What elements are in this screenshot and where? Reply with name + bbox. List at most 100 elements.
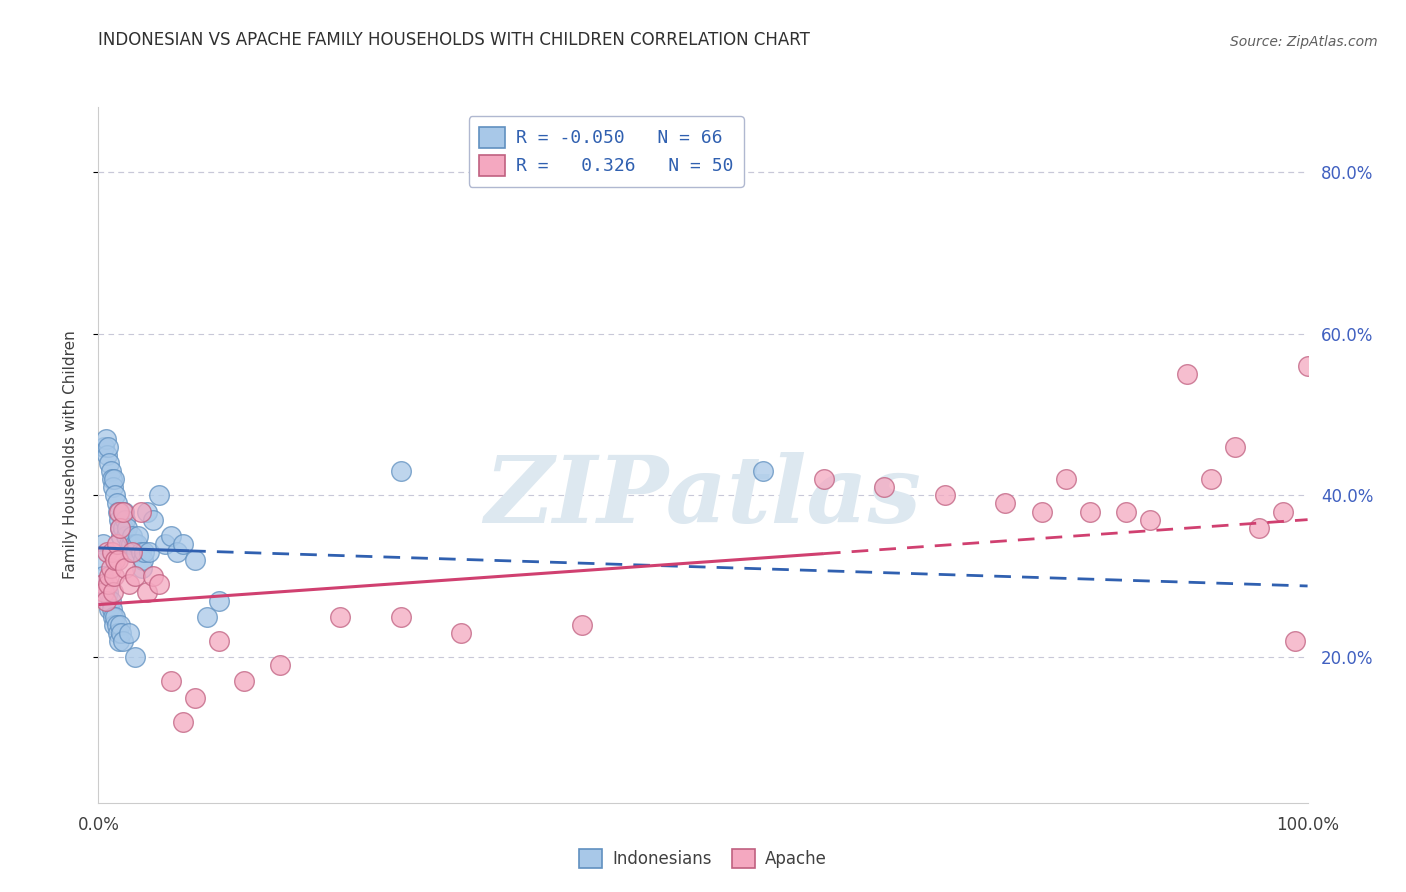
Point bbox=[131, 561, 153, 575]
Point bbox=[108, 521, 131, 535]
Point bbox=[134, 545, 156, 559]
Point bbox=[105, 496, 128, 510]
Point bbox=[115, 529, 138, 543]
Point bbox=[232, 674, 254, 689]
Point bbox=[142, 569, 165, 583]
Point bbox=[91, 577, 114, 591]
Point bbox=[160, 674, 183, 689]
Point bbox=[1284, 634, 1306, 648]
Point bbox=[93, 577, 115, 591]
Point bbox=[94, 585, 117, 599]
Point bbox=[118, 577, 141, 591]
Point bbox=[112, 504, 135, 518]
Point bbox=[100, 601, 122, 615]
Point bbox=[94, 432, 117, 446]
Point bbox=[195, 609, 218, 624]
Point bbox=[100, 472, 122, 486]
Point bbox=[127, 537, 149, 551]
Legend: Indonesians, Apache: Indonesians, Apache bbox=[572, 842, 834, 874]
Point bbox=[994, 496, 1017, 510]
Point bbox=[450, 626, 472, 640]
Text: INDONESIAN VS APACHE FAMILY HOUSEHOLDS WITH CHILDREN CORRELATION CHART: INDONESIAN VS APACHE FAMILY HOUSEHOLDS W… bbox=[98, 31, 810, 49]
Point bbox=[114, 513, 136, 527]
Point bbox=[110, 529, 132, 543]
Point bbox=[138, 545, 160, 559]
Point bbox=[142, 513, 165, 527]
Point bbox=[105, 617, 128, 632]
Point bbox=[108, 513, 131, 527]
Point bbox=[135, 585, 157, 599]
Point bbox=[208, 593, 231, 607]
Point bbox=[389, 464, 412, 478]
Point bbox=[105, 537, 128, 551]
Point bbox=[100, 561, 122, 575]
Point bbox=[118, 545, 141, 559]
Point bbox=[172, 537, 194, 551]
Point bbox=[103, 569, 125, 583]
Point bbox=[108, 634, 131, 648]
Point bbox=[97, 577, 120, 591]
Point bbox=[108, 521, 131, 535]
Point bbox=[96, 545, 118, 559]
Point bbox=[184, 690, 207, 705]
Point bbox=[104, 609, 127, 624]
Point bbox=[1054, 472, 1077, 486]
Point bbox=[153, 537, 176, 551]
Point bbox=[98, 456, 121, 470]
Point bbox=[125, 545, 148, 559]
Point bbox=[208, 634, 231, 648]
Point bbox=[1272, 504, 1295, 518]
Y-axis label: Family Households with Children: Family Households with Children bbox=[63, 331, 77, 579]
Point bbox=[1249, 521, 1271, 535]
Point bbox=[103, 617, 125, 632]
Point bbox=[91, 553, 114, 567]
Text: ZIPatlas: ZIPatlas bbox=[485, 451, 921, 541]
Point bbox=[752, 464, 775, 478]
Point bbox=[107, 504, 129, 518]
Point bbox=[94, 593, 117, 607]
Point bbox=[91, 569, 114, 583]
Point bbox=[329, 609, 352, 624]
Point bbox=[110, 626, 132, 640]
Point bbox=[117, 521, 139, 535]
Point bbox=[1223, 440, 1246, 454]
Point bbox=[160, 529, 183, 543]
Point bbox=[269, 658, 291, 673]
Point bbox=[111, 504, 134, 518]
Point bbox=[101, 480, 124, 494]
Point bbox=[1115, 504, 1137, 518]
Point bbox=[96, 593, 118, 607]
Point bbox=[118, 626, 141, 640]
Point bbox=[114, 561, 136, 575]
Point bbox=[111, 634, 134, 648]
Point bbox=[135, 504, 157, 518]
Point bbox=[184, 553, 207, 567]
Point bbox=[120, 537, 142, 551]
Point bbox=[97, 585, 120, 599]
Point bbox=[1175, 367, 1198, 381]
Point bbox=[127, 529, 149, 543]
Point bbox=[1199, 472, 1222, 486]
Point bbox=[172, 714, 194, 729]
Point bbox=[1078, 504, 1101, 518]
Point bbox=[813, 472, 835, 486]
Point bbox=[124, 537, 146, 551]
Point bbox=[107, 626, 129, 640]
Point bbox=[98, 601, 121, 615]
Point bbox=[389, 609, 412, 624]
Point bbox=[91, 537, 114, 551]
Point bbox=[1031, 504, 1053, 518]
Point bbox=[571, 617, 593, 632]
Point bbox=[96, 448, 118, 462]
Point bbox=[93, 440, 115, 454]
Point bbox=[118, 537, 141, 551]
Point bbox=[108, 504, 131, 518]
Point bbox=[934, 488, 956, 502]
Point bbox=[148, 577, 170, 591]
Point bbox=[97, 440, 120, 454]
Point bbox=[108, 617, 131, 632]
Point bbox=[100, 545, 122, 559]
Point bbox=[124, 569, 146, 583]
Point bbox=[132, 553, 155, 567]
Point bbox=[93, 585, 115, 599]
